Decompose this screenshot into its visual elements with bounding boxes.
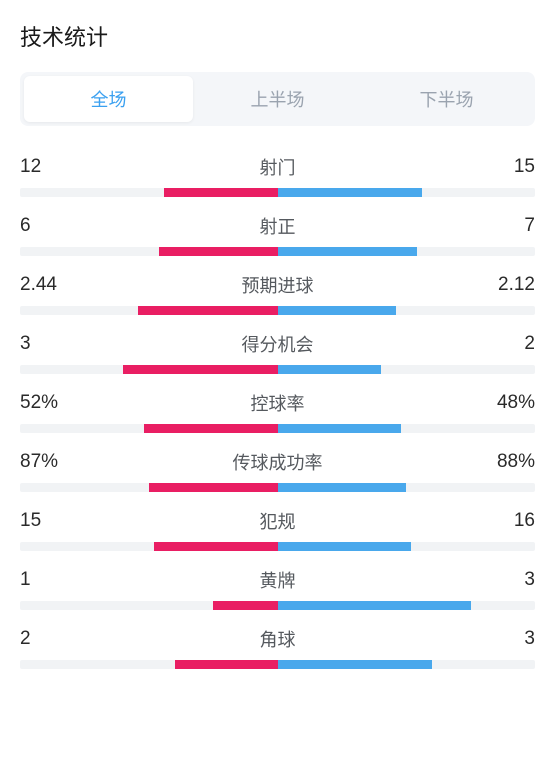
stat-bar-left-fill [175, 660, 278, 669]
stat-label: 射正 [80, 213, 475, 239]
stat-left-value: 6 [20, 215, 80, 237]
stat-row: 6射正7 [20, 213, 535, 256]
stat-right-value: 7 [475, 215, 535, 237]
stat-bar-left-fill [123, 365, 278, 374]
stat-bar [20, 306, 535, 315]
stat-bar [20, 542, 535, 551]
stat-right-value: 3 [475, 569, 535, 591]
stat-bar [20, 188, 535, 197]
stat-bar-right-fill [278, 424, 402, 433]
stat-left-value: 12 [20, 156, 80, 178]
tab-2[interactable]: 下半场 [362, 76, 531, 122]
stat-row: 2角球3 [20, 626, 535, 669]
stat-right-value: 16 [475, 510, 535, 532]
stat-bar-right-fill [278, 188, 422, 197]
stat-right-value: 3 [475, 628, 535, 650]
stat-row: 15犯规16 [20, 508, 535, 551]
tab-1[interactable]: 上半场 [193, 76, 362, 122]
stat-right-value: 88% [475, 451, 535, 473]
stat-bar-right-fill [278, 660, 433, 669]
stat-row: 2.44预期进球2.12 [20, 272, 535, 315]
stat-left-value: 87% [20, 451, 80, 473]
stat-label: 得分机会 [80, 331, 475, 357]
stat-left-value: 2 [20, 628, 80, 650]
stat-row: 87%传球成功率88% [20, 449, 535, 492]
stat-bar-left-fill [154, 542, 278, 551]
stat-left-value: 2.44 [20, 274, 80, 296]
stat-left-value: 15 [20, 510, 80, 532]
stat-label: 犯规 [80, 508, 475, 534]
stat-bar-left-fill [159, 247, 277, 256]
stat-left-value: 1 [20, 569, 80, 591]
stat-bar-left-fill [213, 601, 277, 610]
stat-bar [20, 247, 535, 256]
stat-bar [20, 424, 535, 433]
stat-label: 角球 [80, 626, 475, 652]
stats-list: 12射门156射正72.44预期进球2.123得分机会252%控球率48%87%… [20, 154, 535, 669]
stat-bar-left-fill [144, 424, 278, 433]
stat-bar-right-fill [278, 483, 407, 492]
stat-left-value: 3 [20, 333, 80, 355]
stat-label: 传球成功率 [80, 449, 475, 475]
stat-row: 1黄牌3 [20, 567, 535, 610]
stat-label: 黄牌 [80, 567, 475, 593]
stat-bar-right-fill [278, 247, 417, 256]
stat-bar-left-fill [164, 188, 277, 197]
stat-row: 3得分机会2 [20, 331, 535, 374]
stat-bar-left-fill [138, 306, 277, 315]
stat-bar [20, 483, 535, 492]
stat-bar-right-fill [278, 601, 471, 610]
stat-right-value: 2 [475, 333, 535, 355]
stat-row: 52%控球率48% [20, 390, 535, 433]
stat-bar [20, 601, 535, 610]
period-tabs: 全场上半场下半场 [20, 72, 535, 126]
stat-right-value: 48% [475, 392, 535, 414]
stat-label: 控球率 [80, 390, 475, 416]
tab-0[interactable]: 全场 [24, 76, 193, 122]
stat-right-value: 2.12 [475, 274, 535, 296]
stat-row: 12射门15 [20, 154, 535, 197]
page-title: 技术统计 [20, 20, 535, 52]
stat-label: 射门 [80, 154, 475, 180]
stat-bar-right-fill [278, 365, 381, 374]
stat-left-value: 52% [20, 392, 80, 414]
stat-right-value: 15 [475, 156, 535, 178]
stat-bar [20, 660, 535, 669]
stat-bar-right-fill [278, 542, 412, 551]
stat-label: 预期进球 [80, 272, 475, 298]
stat-bar [20, 365, 535, 374]
stat-bar-left-fill [149, 483, 278, 492]
stat-bar-right-fill [278, 306, 396, 315]
